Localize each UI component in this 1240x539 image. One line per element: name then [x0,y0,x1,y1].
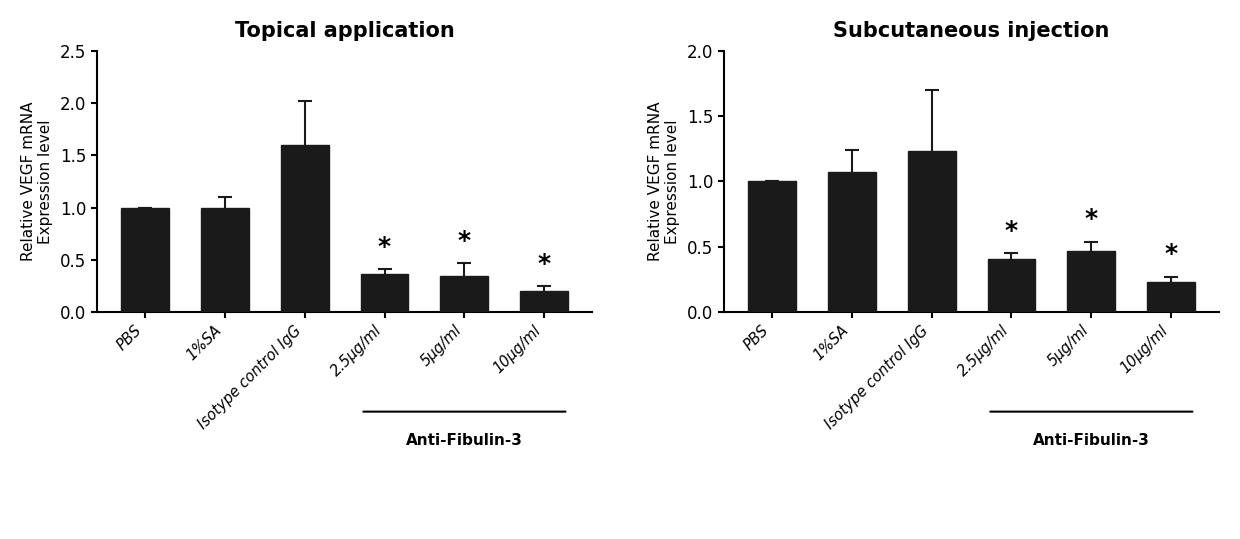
Bar [987,259,1035,312]
Y-axis label: Relative VEGF mRNA
Expression level: Relative VEGF mRNA Expression level [21,102,53,261]
Text: *: * [1164,243,1178,266]
Bar [748,182,796,312]
Text: *: * [378,235,391,259]
Bar [280,145,329,312]
Bar [440,275,489,312]
Text: Anti-Fibulin-3: Anti-Fibulin-3 [1033,433,1149,447]
Bar [122,208,169,312]
Title: Subcutaneous injection: Subcutaneous injection [833,21,1110,41]
Text: *: * [1004,219,1018,243]
Text: *: * [458,229,471,253]
Bar [201,208,249,312]
Bar [361,274,408,312]
Text: *: * [538,252,551,275]
Bar [521,292,568,312]
Text: Anti-Fibulin-3: Anti-Fibulin-3 [405,433,523,447]
Bar [828,172,875,312]
Bar [908,151,956,312]
Bar [1068,251,1115,312]
Y-axis label: Relative VEGF mRNA
Expression level: Relative VEGF mRNA Expression level [647,102,681,261]
Bar [1147,282,1195,312]
Title: Topical application: Topical application [234,21,455,41]
Text: *: * [1085,207,1097,231]
